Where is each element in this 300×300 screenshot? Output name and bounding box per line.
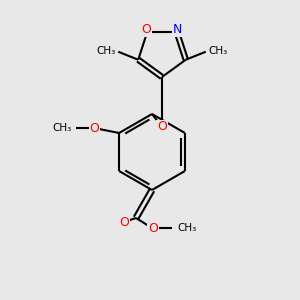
Text: O: O — [89, 122, 99, 134]
Text: CH₃: CH₃ — [53, 123, 72, 133]
Text: CH₃: CH₃ — [96, 46, 115, 56]
Text: O: O — [148, 221, 158, 235]
Text: N: N — [173, 23, 182, 36]
Text: O: O — [157, 121, 167, 134]
Text: CH₃: CH₃ — [177, 223, 196, 233]
Text: O: O — [141, 23, 151, 36]
Text: CH₃: CH₃ — [209, 46, 228, 56]
Text: O: O — [119, 217, 129, 230]
